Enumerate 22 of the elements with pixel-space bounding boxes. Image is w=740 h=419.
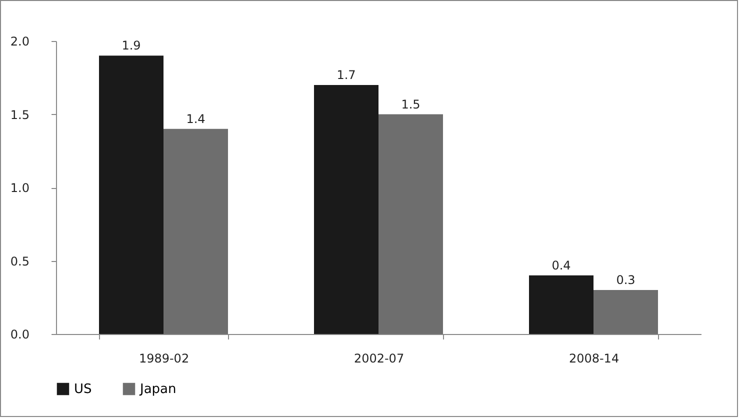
y-tick-label: 1.0 xyxy=(10,181,30,195)
legend-label: Japan xyxy=(139,382,176,397)
bar xyxy=(378,114,443,334)
data-label: 1.5 xyxy=(401,97,420,112)
x-tick-label: 2002-07 xyxy=(354,352,404,366)
bar xyxy=(164,128,228,334)
y-tick-label: 2.0 xyxy=(10,34,30,48)
bar xyxy=(314,84,378,334)
y-tick-label: 1.5 xyxy=(10,108,30,122)
data-label: 0.3 xyxy=(616,273,636,288)
bar xyxy=(594,290,658,334)
data-label: 1.7 xyxy=(336,68,356,82)
bar xyxy=(529,275,594,334)
x-tick-label: 1989-02 xyxy=(138,352,190,366)
bar xyxy=(99,56,164,334)
legend-label: US xyxy=(74,382,92,397)
data-label: 0.4 xyxy=(552,258,571,272)
x-tick-label: 2008-14 xyxy=(568,352,620,366)
data-label: 1.4 xyxy=(186,112,206,126)
data-label: 1.9 xyxy=(122,38,141,53)
y-tick-label: 0.5 xyxy=(10,254,30,268)
y-tick-label: 0.0 xyxy=(10,328,30,342)
